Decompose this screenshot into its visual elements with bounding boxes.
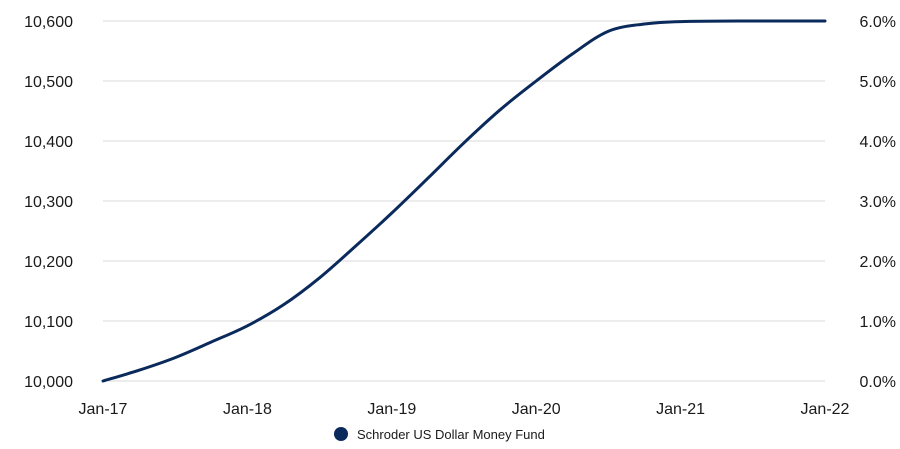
y-right-tick-label: 1.0% [860, 314, 896, 331]
y-right-tick-label: 5.0% [860, 74, 896, 91]
y-left-tick-label: 10,200 [24, 254, 73, 271]
y-left-tick-label: 10,000 [24, 374, 73, 391]
legend-marker [334, 427, 348, 441]
y-left-tick-label: 10,400 [24, 134, 73, 151]
legend: Schroder US Dollar Money Fund [334, 427, 545, 442]
y-axis-left: 10,000 10,100 10,200 10,300 10,400 10,500 10,6… [24, 14, 73, 391]
x-tick-label: Jan-21 [656, 401, 705, 418]
y-right-tick-label: 6.0% [860, 14, 896, 31]
y-left-tick-label: 10,600 [24, 14, 73, 31]
y-right-tick-label: 4.0% [860, 134, 896, 151]
y-left-tick-label: 10,500 [24, 74, 73, 91]
y-right-tick-label: 3.0% [860, 194, 896, 211]
legend-label: Schroder US Dollar Money Fund [357, 427, 545, 442]
x-tick-label: Jan-20 [512, 401, 561, 418]
x-axis: Jan-17 Jan-18 Jan-19 Jan-20 Jan-21 Jan-22 [79, 401, 850, 418]
x-tick-label: Jan-22 [801, 401, 850, 418]
y-left-tick-label: 10,300 [24, 194, 73, 211]
y-left-tick-label: 10,100 [24, 314, 73, 331]
x-tick-label: Jan-17 [79, 401, 128, 418]
x-tick-label: Jan-19 [367, 401, 416, 418]
y-right-tick-label: 0.0% [860, 374, 896, 391]
x-tick-label: Jan-18 [223, 401, 272, 418]
y-axis-right: 0.0% 1.0% 2.0% 3.0% 4.0% 5.0% 6.0% [860, 14, 896, 391]
y-right-tick-label: 2.0% [860, 254, 896, 271]
grid-lines [103, 21, 825, 381]
